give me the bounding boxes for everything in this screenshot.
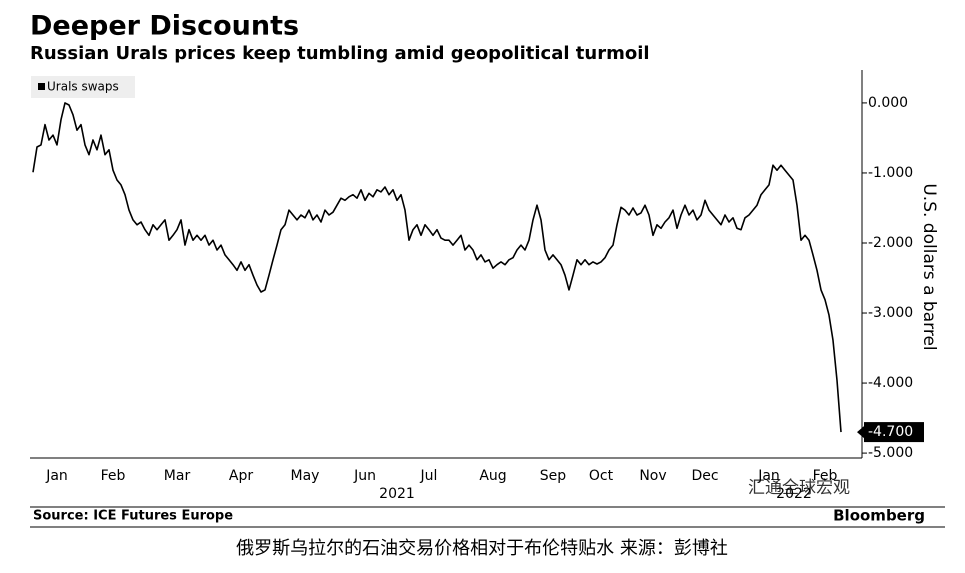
chart-subtitle: Russian Urals prices keep tumbling amid … <box>30 43 650 64</box>
last-value-box <box>864 422 924 443</box>
x-tick-label: Nov <box>639 468 666 484</box>
last-value-label: -4.700 <box>868 424 913 440</box>
x-tick-label: Mar <box>164 468 191 484</box>
legend-swatch <box>38 83 45 90</box>
line <box>32 102 842 433</box>
y-tick-label: -2.000 <box>868 235 913 251</box>
x-tick-label: Jul <box>420 468 438 484</box>
x-tick-label: Aug <box>479 468 506 484</box>
year-label: 2021 <box>379 486 415 502</box>
x-tick-label: Feb <box>101 468 126 484</box>
x-tick-label: Sep <box>540 468 567 484</box>
x-tick-label: Oct <box>589 468 614 484</box>
year-label: 2022 <box>776 486 812 502</box>
legend-box <box>31 76 135 98</box>
x-tick-label: Jun <box>353 468 376 484</box>
watermark: 汇通全球宏观 <box>748 478 850 498</box>
y-tick-label: -4.000 <box>868 375 913 391</box>
last-value-pointer <box>857 426 864 439</box>
brand: Bloomberg <box>833 507 925 525</box>
y-tick-label: -1.000 <box>868 165 913 181</box>
chart-title: Deeper Discounts <box>30 11 299 42</box>
legend-label: Urals swaps <box>47 80 119 94</box>
x-tick-label: Apr <box>229 468 253 484</box>
y-tick-label: 0.000 <box>868 95 908 111</box>
x-tick-label: Dec <box>691 468 718 484</box>
y-tick-label: -3.000 <box>868 305 913 321</box>
x-tick-label: Feb <box>813 468 838 484</box>
source: Source: ICE Futures Europe <box>33 509 233 524</box>
x-tick-label: Jan <box>757 468 780 484</box>
x-tick-label: May <box>291 468 320 484</box>
y-axis-title: U.S. dollars a barrel <box>919 183 939 350</box>
caption: 俄罗斯乌拉尔的石油交易价格相对于布伦特贴水 来源：彭博社 <box>236 538 728 559</box>
y-tick-label: -5.000 <box>868 445 913 461</box>
x-tick-label: Jan <box>45 468 68 484</box>
